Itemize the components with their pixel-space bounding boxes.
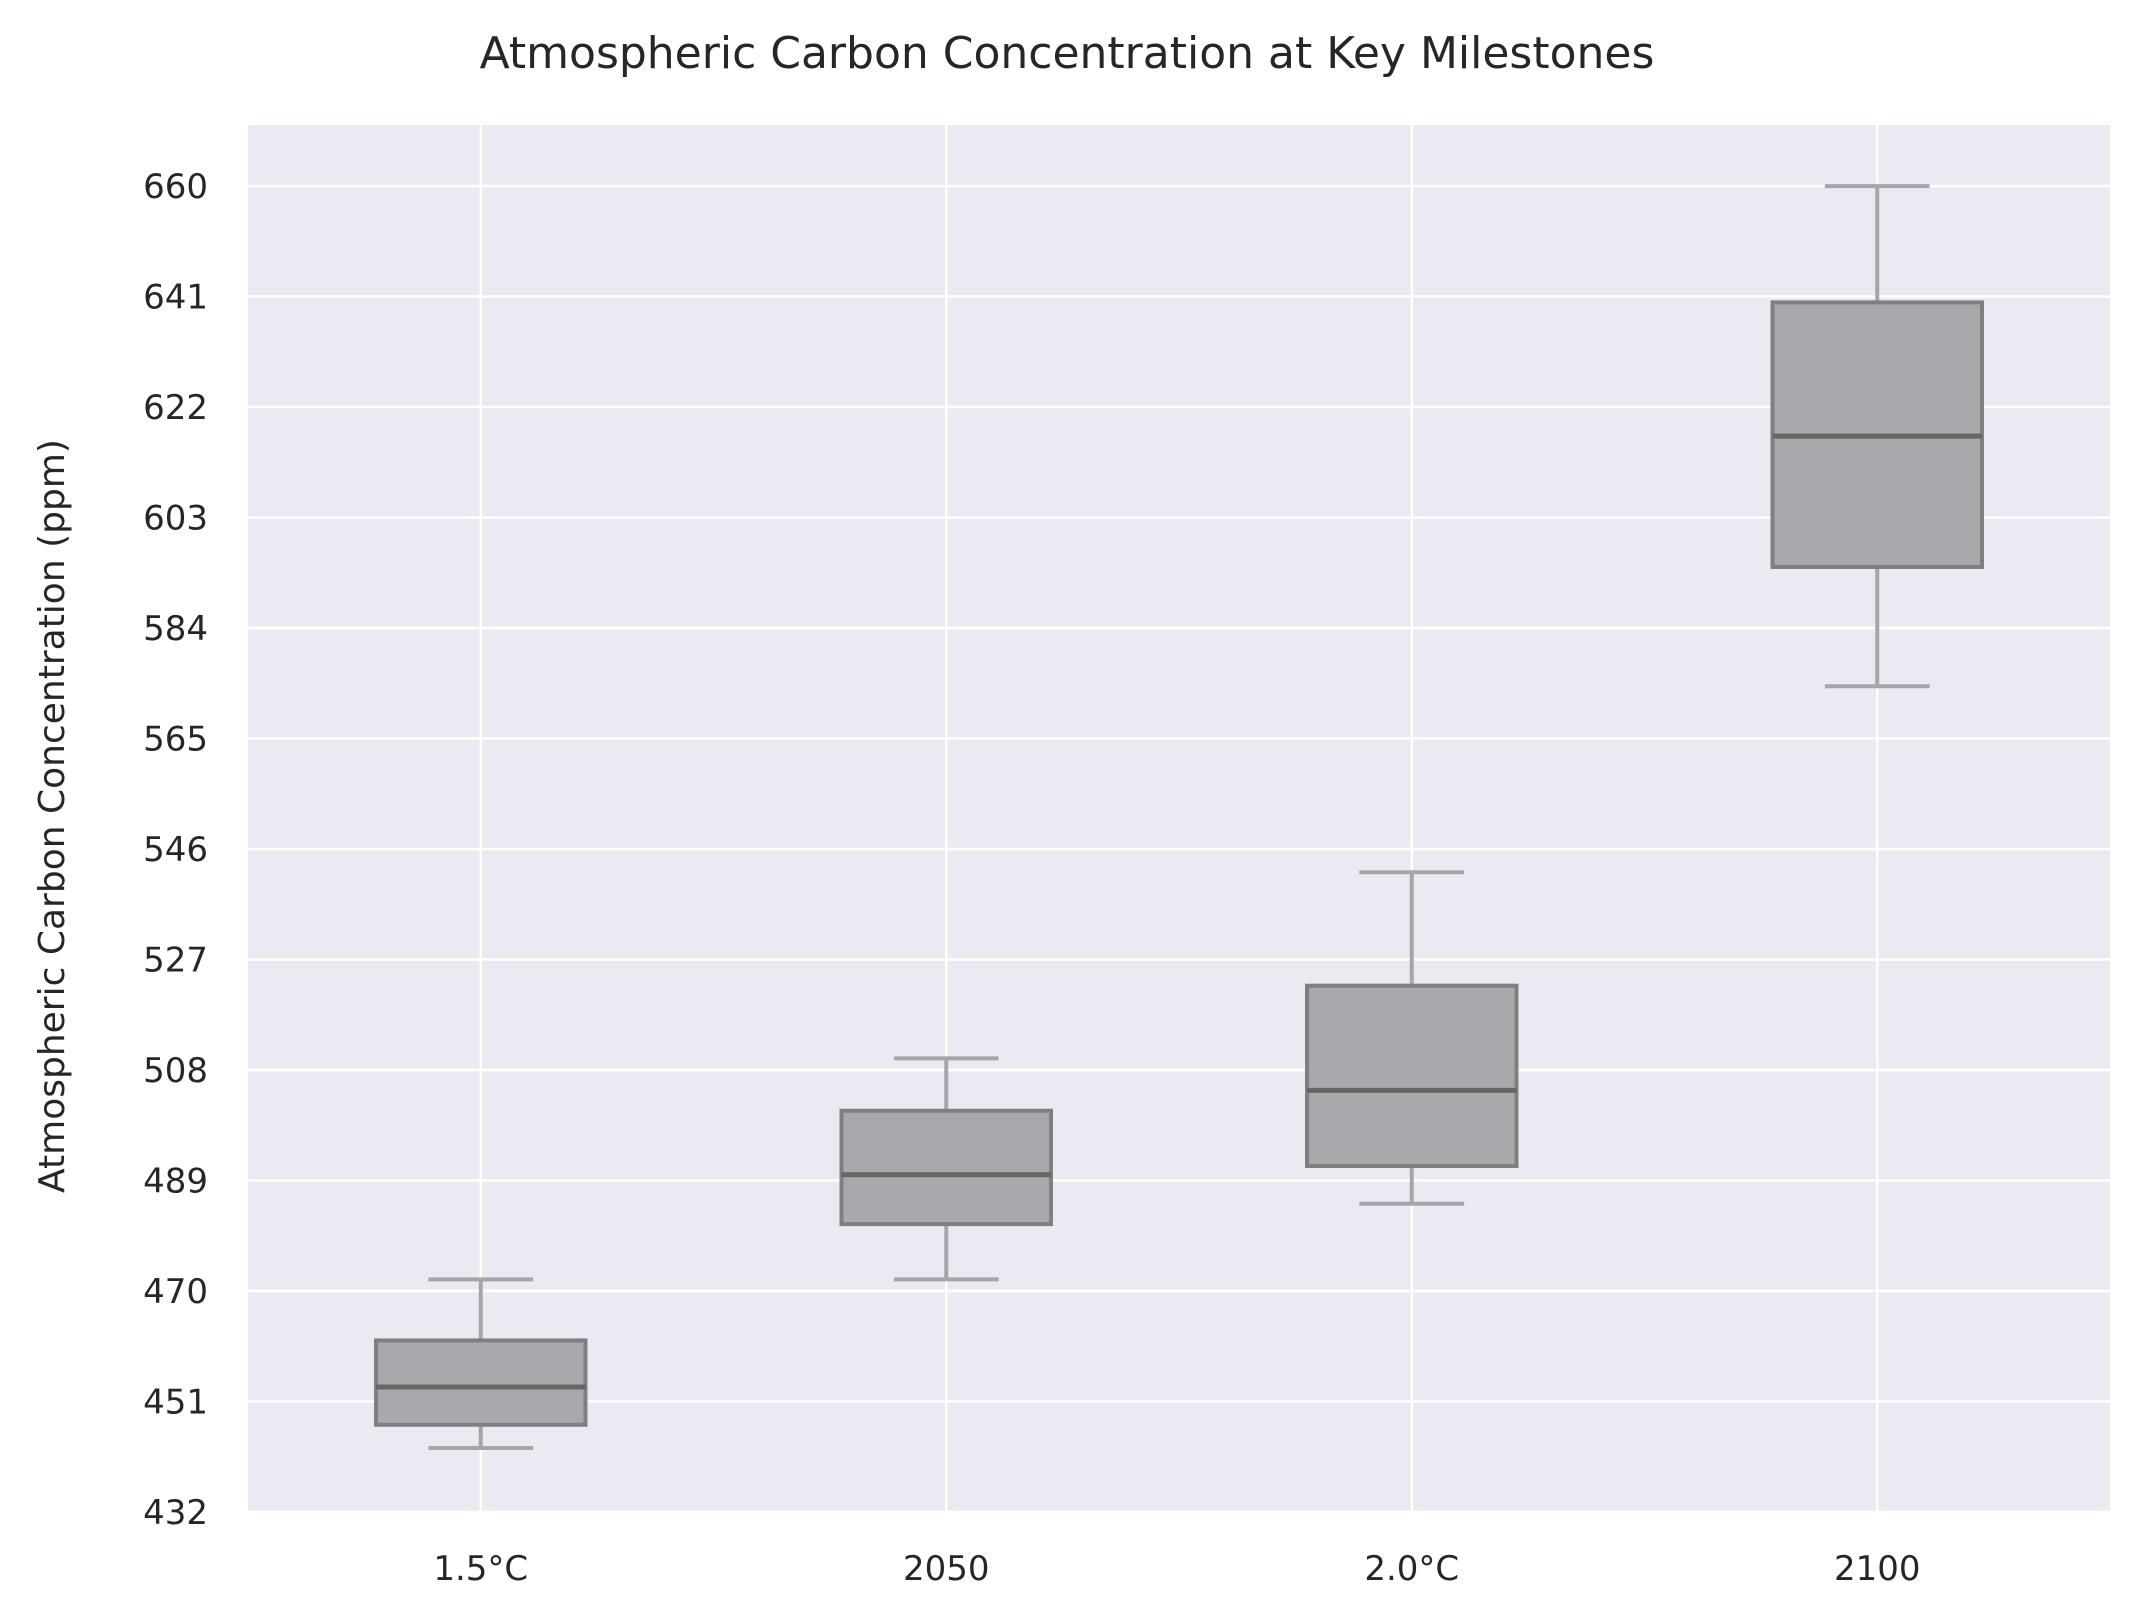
chart-title: Atmospheric Carbon Concentration at Key … bbox=[480, 28, 1655, 79]
box-2.0°C bbox=[1305, 870, 1519, 1206]
y-tick-label: 546 bbox=[143, 830, 208, 870]
box-2050 bbox=[839, 1056, 1053, 1282]
y-tick-label: 432 bbox=[143, 1493, 208, 1533]
y-tick-label: 451 bbox=[143, 1383, 208, 1423]
iqr-box bbox=[839, 1108, 1053, 1227]
y-tick-label: 660 bbox=[143, 167, 208, 207]
y-tick-label: 603 bbox=[143, 499, 208, 539]
y-tick-label: 584 bbox=[143, 609, 208, 649]
y-tick-label: 622 bbox=[143, 388, 208, 428]
y-tick-label: 641 bbox=[143, 278, 208, 318]
y-axis-label: Atmospheric Carbon Concentration (ppm) bbox=[32, 439, 73, 1193]
box-series bbox=[374, 184, 1984, 1451]
y-tick-label: 470 bbox=[143, 1272, 208, 1312]
y-tick-label: 508 bbox=[143, 1051, 208, 1091]
y-axis-ticks: 432 451 470 489 508 527 546 565 584 603 622 641 660 bbox=[143, 167, 208, 1533]
box-1.5°C bbox=[374, 1277, 588, 1451]
y-tick-label: 565 bbox=[143, 720, 208, 760]
y-tick-label: 527 bbox=[143, 941, 208, 981]
x-tick-label: 2050 bbox=[903, 1549, 990, 1589]
x-tick-label: 2.0°C bbox=[1364, 1549, 1459, 1589]
x-axis-ticks: 1.5°C 2050 2.0°C 2100 bbox=[433, 1549, 1920, 1589]
y-tick-label: 489 bbox=[143, 1162, 208, 1202]
iqr-box bbox=[1305, 983, 1519, 1168]
iqr-box bbox=[374, 1338, 588, 1427]
x-tick-label: 1.5°C bbox=[433, 1549, 528, 1589]
x-tick-label: 2100 bbox=[1834, 1549, 1921, 1589]
box-2100 bbox=[1770, 184, 1984, 689]
